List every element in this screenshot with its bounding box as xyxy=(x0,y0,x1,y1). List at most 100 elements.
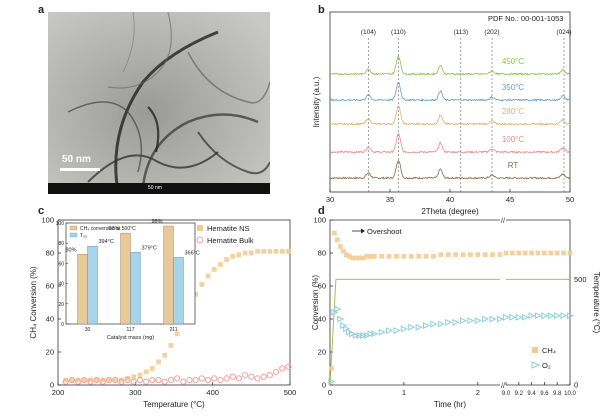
marker-hematitebulk xyxy=(260,373,267,380)
marker-hematitens xyxy=(162,352,168,358)
marker-hematitebulk xyxy=(62,378,69,385)
marker-ch4 xyxy=(401,253,407,259)
stability-y-tick-label: 80 xyxy=(318,249,326,258)
inset-x-tick-label: 117 xyxy=(127,327,135,333)
marker-hematitens xyxy=(180,318,186,324)
inset-y-tick-label: 20 xyxy=(58,302,64,308)
marker-hematitebulk xyxy=(118,378,125,385)
marker-ch4 xyxy=(340,248,346,254)
marker-ch4 xyxy=(548,250,554,256)
xrd-reference-label: (113) xyxy=(453,29,468,36)
marker-o2 xyxy=(459,317,467,325)
marker-o2 xyxy=(502,313,510,321)
marker-hematitens xyxy=(205,273,211,279)
inset-conversion-label: 93% xyxy=(108,226,119,232)
stability-y-tick-label: 0 xyxy=(322,381,326,390)
legend-label-hematite-bulk: Hematite Bulk xyxy=(207,236,254,245)
inset-conversion-label: 80% xyxy=(65,247,76,253)
marker-hematitebulk xyxy=(266,372,273,379)
marker-hematitebulk xyxy=(229,373,236,380)
marker-hematitebulk xyxy=(235,375,243,382)
conversion-plot-frame xyxy=(57,219,291,386)
marker-hematitebulk xyxy=(124,376,131,384)
marker-o2 xyxy=(474,317,482,325)
conversion-y-tick-label: 60 xyxy=(46,282,54,291)
marker-hematitens xyxy=(199,281,205,287)
marker-hematitens xyxy=(94,377,100,383)
legend-label-ch4: CH₄ xyxy=(542,346,556,355)
inset-legend-label-t50: T₅₀ xyxy=(80,233,87,239)
marker-hematitebulk xyxy=(99,378,106,385)
marker-ch4 xyxy=(542,250,547,256)
marker-ch4 xyxy=(346,253,352,259)
marker-ch4 xyxy=(453,252,459,258)
marker-hematitens xyxy=(211,267,217,272)
inset-y-tick-label: 0 xyxy=(61,322,64,328)
xrd-plot-frame xyxy=(329,11,571,193)
marker-hematitens xyxy=(224,257,229,262)
marker-hematitens xyxy=(125,376,130,381)
marker-o2 xyxy=(489,315,497,323)
marker-ch4 xyxy=(364,253,370,259)
stability-x-tick-label: 1 xyxy=(402,388,406,397)
marker-ch4 xyxy=(475,252,481,258)
axis-break-top: // xyxy=(501,218,505,225)
marker-ch4 xyxy=(554,250,560,256)
xrd-trace-label: 280°C xyxy=(502,107,525,116)
marker-ch4 xyxy=(529,250,534,256)
marker-o2 xyxy=(560,312,568,320)
marker-hematitens xyxy=(63,377,69,383)
legend-marker-ch4 xyxy=(532,347,538,353)
marker-ch4 xyxy=(332,230,337,236)
marker-o2 xyxy=(386,327,394,334)
inset-frame xyxy=(65,222,196,325)
panel-letter-a: a xyxy=(38,4,45,16)
marker-o2 xyxy=(547,312,555,320)
marker-hematitebulk xyxy=(112,376,119,384)
marker-hematitebulk xyxy=(68,376,76,384)
marker-hematitebulk xyxy=(192,376,199,384)
scale-bar-label: 50 nm xyxy=(62,154,91,165)
marker-o2 xyxy=(400,325,408,333)
marker-o2 xyxy=(445,318,453,326)
marker-o2 xyxy=(496,315,504,323)
marker-hematitens xyxy=(137,372,143,378)
marker-o2 xyxy=(352,332,360,339)
inset-x-axis-label: Catalyst mass (mg) xyxy=(107,335,155,341)
marker-o2 xyxy=(554,312,562,320)
inset-legend-marker-t50 xyxy=(69,232,78,238)
marker-hematitens xyxy=(149,366,155,371)
marker-hematitebulk xyxy=(130,378,137,385)
xrd-x-axis-label: 2Theta (degree) xyxy=(421,207,479,216)
xrd-trace-100c xyxy=(329,132,571,154)
legend-marker-hematite-bulk xyxy=(196,236,204,244)
stability-y-axis-label: Conversion (%) xyxy=(311,275,320,330)
marker-hematitebulk xyxy=(180,378,187,385)
tem-footer-bar: 50 nm xyxy=(48,183,270,194)
marker-hematitebulk xyxy=(167,376,175,384)
marker-hematitens xyxy=(106,377,112,383)
panel-letter-b: b xyxy=(318,4,325,16)
inset-bar-conversion xyxy=(120,232,131,325)
stability-right-y-axis-label: Temperature (°C) xyxy=(592,272,601,334)
tem-texture xyxy=(48,12,270,194)
scale-bar xyxy=(60,168,100,171)
marker-hematitebulk xyxy=(81,376,88,384)
marker-ch4 xyxy=(460,252,466,258)
marker-o2 xyxy=(334,305,342,313)
xrd-reference-label: (110) xyxy=(391,29,406,36)
marker-hematitebulk xyxy=(105,376,113,384)
marker-ch4 xyxy=(561,250,566,256)
inset-t50-label: 366°C xyxy=(185,250,200,256)
marker-ch4 xyxy=(368,253,374,259)
marker-ch4 xyxy=(438,252,444,258)
marker-hematitens xyxy=(174,331,180,337)
marker-o2 xyxy=(378,328,386,336)
inset-bar-t50 xyxy=(173,257,184,325)
marker-hematitens xyxy=(242,250,248,256)
marker-o2 xyxy=(541,312,549,320)
marker-hematitebulk xyxy=(93,376,100,384)
marker-o2 xyxy=(331,309,339,316)
xrd-trace-350c xyxy=(329,81,571,102)
marker-hematitebulk xyxy=(186,376,193,384)
